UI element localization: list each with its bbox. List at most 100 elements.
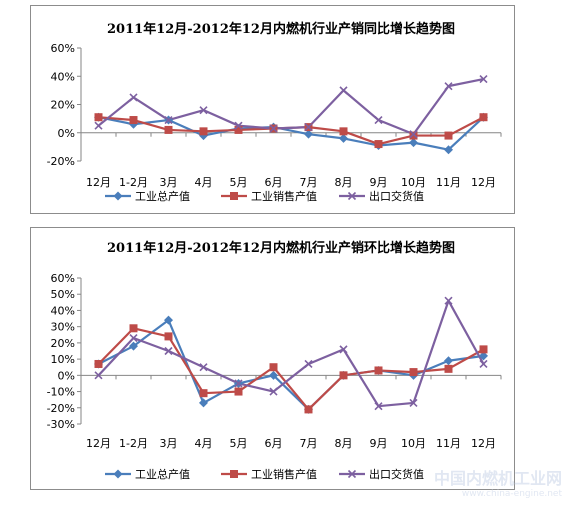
data-point-series-3 — [129, 333, 138, 343]
series-line-3 — [97, 299, 485, 408]
data-point-series-3 — [234, 121, 243, 130]
y-tick-label: 50% — [51, 288, 75, 301]
x-tick-label: 12月 — [471, 437, 496, 450]
data-point-series-2 — [234, 387, 243, 396]
watermark-sub: www.china-engine.net — [461, 489, 562, 499]
data-point-series-1 — [339, 133, 348, 143]
chart-mom: 2011年12月-2012年12月内燃机行业产销环比增长趋势图 60% 50% 40%… — [47, 240, 502, 481]
data-point-series-2 — [374, 366, 383, 375]
y-tick-label: 20% — [51, 99, 75, 112]
x-tick-label: 4月 — [195, 176, 213, 189]
legend-marker — [230, 192, 238, 200]
x-tick-label: 7月 — [300, 437, 318, 450]
data-point-series-1 — [479, 351, 488, 361]
chart-panel-yoy: 2011年12月-2012年12月内燃机行业产销同比增长趋势图 60% 40% 20%… — [30, 5, 515, 214]
data-point-series-3 — [479, 359, 488, 369]
data-point-series-1 — [444, 356, 453, 366]
data-point-series-2 — [479, 113, 488, 122]
series-line-3 — [97, 77, 484, 136]
chart-panel-mom: 2011年12月-2012年12月内燃机行业产销环比增长趋势图 60% 50% 40%… — [30, 227, 515, 490]
data-point-series-1 — [269, 370, 278, 380]
data-point-series-3 — [444, 296, 453, 305]
data-point-series-2 — [129, 324, 138, 333]
data-point-series-2 — [269, 363, 278, 372]
legend-marker — [113, 191, 123, 201]
y-tick-label: 40% — [51, 70, 75, 83]
chart-yoy: 2011年12月-2012年12月内燃机行业产销同比增长趋势图 60% 40% 20%… — [47, 21, 502, 203]
data-point-series-1 — [164, 315, 173, 325]
data-point-series-3 — [339, 86, 348, 95]
y-tick-label: 0% — [58, 127, 75, 140]
legend-label: 工业销售产值 — [251, 189, 317, 203]
data-point-series-2 — [339, 371, 348, 380]
x-tick-label: 8月 — [335, 176, 353, 189]
x-tick-label: 11月 — [436, 176, 461, 189]
x-tick-label: 12月 — [86, 437, 111, 450]
x-tick-label: 1-2月 — [119, 437, 148, 450]
y-tick-label: 60% — [51, 42, 75, 55]
data-point-series-2 — [444, 131, 453, 140]
watermark: 中国内燃机工业网 www.china-engine.net — [434, 465, 562, 499]
x-tick-label: 12月 — [471, 176, 496, 189]
x-tick-label: 7月 — [300, 176, 318, 189]
x-tick-label: 6月 — [265, 176, 283, 189]
x-tick-label: 11月 — [436, 437, 461, 450]
data-point-series-2 — [339, 127, 348, 136]
data-point-series-2 — [409, 131, 418, 140]
series-line-2 — [97, 327, 485, 411]
data-point-series-1 — [129, 341, 138, 351]
data-point-series-3 — [444, 82, 453, 91]
legend-marker — [230, 470, 238, 478]
data-point-series-3 — [164, 115, 173, 125]
legend-label: 工业销售产值 — [251, 467, 317, 481]
data-point-series-3 — [234, 379, 243, 388]
data-point-series-2 — [94, 113, 103, 122]
data-point-series-2 — [164, 332, 173, 341]
x-tick-label: 3月 — [160, 176, 178, 189]
x-tick-label: 5月 — [230, 437, 248, 450]
data-point-series-2 — [479, 345, 488, 354]
data-point-series-3 — [269, 124, 278, 133]
data-point-series-2 — [304, 405, 313, 414]
legend-label: 出口交货值 — [369, 467, 424, 481]
x-tick-label: 10月 — [401, 176, 426, 189]
data-point-series-3 — [479, 75, 488, 84]
chart-title: 2011年12月-2012年12月内燃机行业产销环比增长趋势图 — [107, 240, 455, 256]
data-point-series-2 — [129, 116, 138, 125]
x-tick-label: 12月 — [86, 176, 111, 189]
legend-marker — [347, 469, 357, 479]
legend-label: 工业总产值 — [135, 189, 190, 203]
y-tick-label: 10% — [51, 353, 75, 366]
data-point-series-3 — [304, 359, 313, 369]
data-point-series-1 — [304, 129, 313, 139]
data-point-series-3 — [129, 93, 138, 102]
x-tick-label: 5月 — [230, 176, 248, 189]
data-point-series-3 — [94, 371, 103, 380]
data-point-series-3 — [374, 402, 383, 411]
legend-label: 工业总产值 — [135, 467, 190, 481]
data-point-series-1 — [199, 398, 208, 408]
y-tick-label: 60% — [51, 272, 75, 285]
data-point-series-3 — [304, 123, 313, 132]
series-line-1 — [98, 116, 485, 151]
data-point-series-2 — [374, 140, 383, 149]
y-tick-label: -10% — [47, 386, 75, 399]
x-tick-label: 3月 — [160, 437, 178, 450]
data-point-series-1 — [409, 138, 418, 148]
y-tick-label: 30% — [51, 321, 75, 334]
y-tick-label: 40% — [51, 304, 75, 317]
data-point-series-3 — [339, 345, 348, 354]
legend-marker — [347, 191, 357, 201]
data-point-series-2 — [94, 359, 103, 368]
data-point-series-3 — [164, 346, 173, 356]
legend-marker — [113, 469, 123, 479]
data-point-series-3 — [199, 106, 208, 115]
chart-title: 2011年12月-2012年12月内燃机行业产销同比增长趋势图 — [107, 21, 455, 37]
x-tick-label: 9月 — [370, 176, 388, 189]
data-point-series-2 — [199, 127, 208, 136]
x-tick-label: 8月 — [335, 437, 353, 450]
series-line-1 — [98, 319, 484, 411]
y-tick-label: -30% — [47, 418, 75, 431]
data-point-series-3 — [199, 363, 208, 372]
data-point-series-2 — [164, 125, 173, 134]
